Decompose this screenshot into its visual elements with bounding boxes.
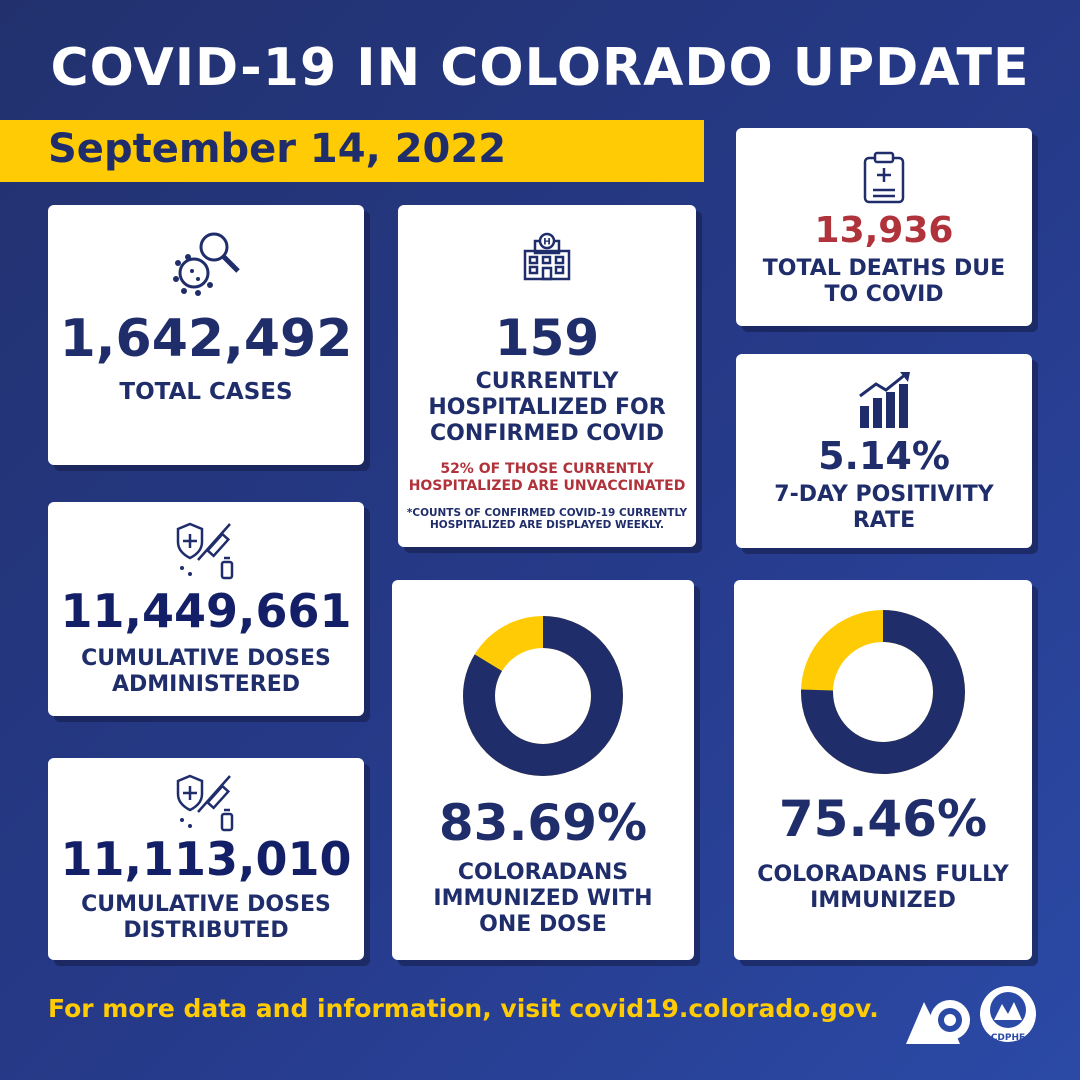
hospitalized-label: CURRENTLY HOSPITALIZED FOR CONFIRMED COV… [428, 369, 666, 446]
positivity-card: 5.14% 7-DAY POSITIVITY RATE [736, 354, 1032, 548]
one-dose-donut [463, 616, 623, 776]
one-dose-value: 83.69% [438, 794, 648, 852]
vaccine-shield-icon [176, 774, 234, 832]
deaths-label: TOTAL DEATHS DUE TO COVID [762, 256, 1006, 307]
fully-immunized-value: 75.46% [778, 790, 988, 848]
doses-administered-value: 11,449,661 [60, 584, 352, 638]
total-cases-label: TOTAL CASES [119, 379, 293, 405]
hospitalized-value: 159 [494, 309, 600, 367]
cdphe-logo-icon: CDPHE [980, 986, 1036, 1043]
page-title: COVID-19 IN COLORADO UPDATE [50, 38, 1030, 98]
one-dose-card: 83.69% COLORADANS IMMUNIZED WITH ONE DOS… [392, 580, 694, 960]
positivity-value: 5.14% [818, 434, 950, 478]
deaths-value: 13,936 [814, 210, 954, 251]
hospitalized-card: H 159 CURRENTLY HOSPITALIZED FOR CONFIRM… [398, 205, 696, 547]
fully-immunized-label: COLORADANS FULLY IMMUNIZED [757, 862, 1009, 913]
svg-text:H: H [543, 238, 551, 248]
colorado-cdphe-logos: CDPHE [906, 986, 1036, 1044]
vaccine-shield-icon [176, 522, 234, 580]
total-cases-card: 1,642,492 TOTAL CASES [48, 205, 364, 465]
svg-text:CDPHE: CDPHE [991, 1033, 1025, 1043]
doses-distributed-value: 11,113,010 [60, 832, 352, 886]
one-dose-label: COLORADANS IMMUNIZED WITH ONE DOSE [433, 860, 653, 937]
virus-magnifier-icon [173, 232, 240, 296]
clipboard-medical-icon [863, 151, 905, 204]
hospitalized-footnote: *COUNTS OF CONFIRMED COVID-19 CURRENTLY … [406, 507, 688, 532]
doses-administered-card: 11,449,661 CUMULATIVE DOSES ADMINISTERED [48, 502, 364, 716]
rising-bar-chart-icon [859, 372, 910, 428]
fully-immunized-donut [801, 610, 965, 774]
fully-immunized-card: 75.46% COLORADANS FULLY IMMUNIZED [734, 580, 1032, 960]
hospital-icon: H [523, 232, 571, 281]
doses-distributed-card: 11,113,010 CUMULATIVE DOSES DISTRIBUTED [48, 758, 364, 960]
doses-distributed-label: CUMULATIVE DOSES DISTRIBUTED [81, 892, 331, 943]
date-banner: September 14, 2022 [0, 120, 704, 182]
colorado-logo-icon [906, 1000, 970, 1044]
footer-link-text[interactable]: For more data and information, visit cov… [48, 994, 879, 1023]
donut-filled-arc [463, 616, 623, 776]
update-date: September 14, 2022 [48, 126, 507, 172]
doses-administered-label: CUMULATIVE DOSES ADMINISTERED [81, 646, 331, 697]
total-cases-value: 1,642,492 [59, 309, 353, 369]
positivity-label: 7-DAY POSITIVITY RATE [774, 482, 994, 533]
unvaccinated-note: 52% OF THOSE CURRENTLY HOSPITALIZED ARE … [408, 461, 686, 494]
deaths-card: 13,936 TOTAL DEATHS DUE TO COVID [736, 128, 1032, 326]
donut-filled-arc [801, 610, 965, 774]
